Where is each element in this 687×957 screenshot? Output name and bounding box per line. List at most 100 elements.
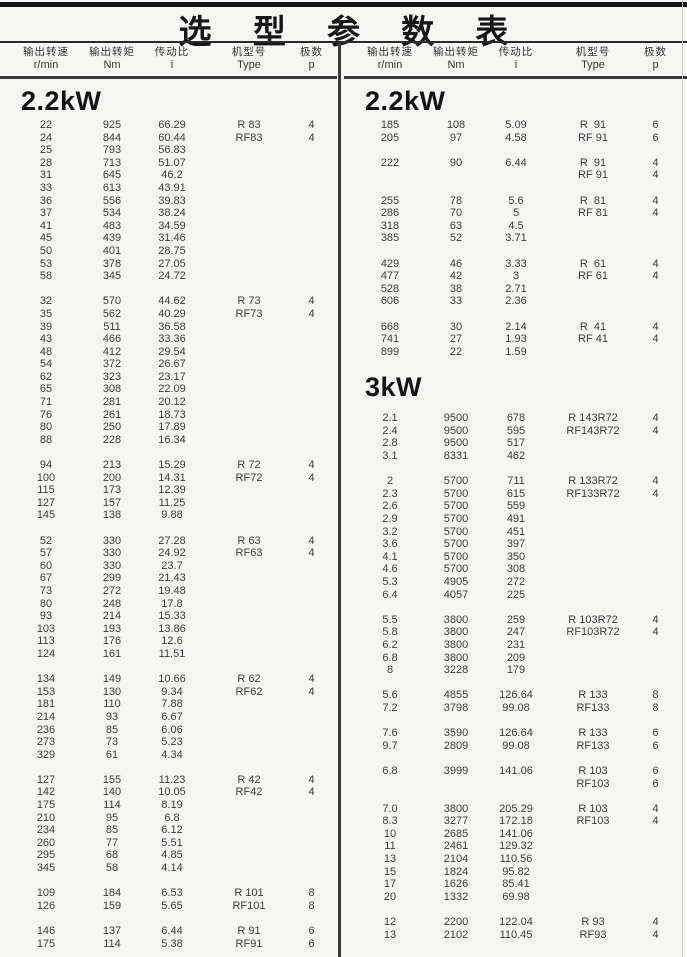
table-cell: 22.09 <box>158 383 186 396</box>
table-cell <box>556 576 630 589</box>
table-cell: 556 <box>102 194 122 207</box>
table-cell <box>556 652 630 665</box>
table-cell: 330 <box>102 559 122 572</box>
table-row: 48 412 29.54 <box>0 346 337 359</box>
table-cell: 6.8 <box>164 811 180 824</box>
table-cell <box>436 778 476 791</box>
table-cell <box>556 589 630 602</box>
table-cell: 53 <box>39 257 53 270</box>
table-cell: 645 <box>102 169 122 182</box>
table-cell <box>286 497 337 510</box>
table-cell: 234 <box>36 824 56 837</box>
table-cell: 9.88 <box>161 509 183 522</box>
table-cell <box>212 383 286 396</box>
table-cell: 80 <box>39 597 53 610</box>
header-label: 输出转矩 <box>89 46 135 58</box>
table-cell <box>286 812 337 825</box>
table-cell: 711 <box>507 475 525 488</box>
table-cell: 11 <box>384 840 396 853</box>
table-cell: 236 <box>36 723 56 736</box>
table-cell: 13.86 <box>158 622 186 635</box>
table-cell: 71 <box>39 396 53 409</box>
table-cell: 4 <box>652 475 659 488</box>
table-block: 429 46 3.33 R 61 4 477 42 3 RF 61 4 528 38 2.71 606 33… <box>344 258 687 308</box>
table-cell: 4 <box>308 786 315 799</box>
table-block: 2 5700 711 R 133R72 4 2.3 5700 615 RF133R72 4 2.6 5… <box>344 475 687 601</box>
table-cell: 15.29 <box>158 459 186 472</box>
table-cell <box>212 585 286 598</box>
table-cell: 129.32 <box>499 840 533 853</box>
table-cell <box>212 182 286 195</box>
table-cell: 17.8 <box>161 597 183 610</box>
table-block: 255 78 5.6 R 81 4 286 70 5 RF 81 4 318 63 4.5 385 52 3.… <box>344 195 687 245</box>
table-cell: 4 <box>308 773 315 786</box>
table-cell: 606 <box>380 295 400 308</box>
table-cell <box>212 396 286 409</box>
table-cell: R 143R72 <box>568 412 618 425</box>
table-cell: 42 <box>449 270 463 283</box>
table-cell: 6 <box>652 727 659 740</box>
table-cell: 330 <box>102 547 122 560</box>
table-cell <box>286 409 337 422</box>
table-cell <box>212 698 286 711</box>
section-heading: 3kW <box>365 372 423 403</box>
table-cell: 2.9 <box>382 513 398 526</box>
table-cell <box>556 878 630 891</box>
table-cell <box>286 371 337 384</box>
section-heading: 2.2kW <box>365 86 446 116</box>
table-cell: RF93 <box>579 928 607 941</box>
table-cell <box>286 270 337 283</box>
table-row: 5.6 4855 126.64 R 133 8 <box>344 689 687 702</box>
table-block: 5.5 3800 259 R 103R72 4 5.8 3800 247 RF103R72 4 6.… <box>344 614 687 677</box>
table-row: 234 85 6.12 <box>0 824 337 837</box>
table-cell <box>630 450 681 463</box>
table-cell: 4 <box>308 547 315 560</box>
table-cell: 44.62 <box>158 295 186 308</box>
table-cell: 17 <box>383 878 397 891</box>
table-cell: 73 <box>105 736 119 749</box>
table-cell: 85 <box>105 723 119 736</box>
table-cell: 43.91 <box>158 181 186 194</box>
table-cell: 2.14 <box>505 320 527 333</box>
table-cell: 378 <box>102 257 122 270</box>
table-cell: 76 <box>39 408 53 421</box>
table-cell: 1.59 <box>505 345 527 358</box>
table-row: 15 1824 95.82 <box>344 866 687 879</box>
table-row: 103 193 13.86 <box>0 623 337 636</box>
table-cell: 20.12 <box>158 396 186 409</box>
table-cell <box>212 270 286 283</box>
table-cell: 161 <box>102 647 122 660</box>
table-cell: R 81 <box>579 194 607 207</box>
table-cell: 11.23 <box>158 773 186 786</box>
table-cell: 281 <box>102 396 122 409</box>
table-cell: 99.08 <box>502 701 530 714</box>
table-cell <box>212 598 286 611</box>
table-cell: RF133R72 <box>566 487 620 500</box>
table-cell <box>286 144 337 157</box>
table-cell <box>556 450 630 463</box>
table-cell: 175 <box>36 937 56 950</box>
header-label: 传动比 <box>154 46 190 58</box>
table-cell: 451 <box>506 525 526 538</box>
table-row: 153 130 9.34 RF62 4 <box>0 686 337 699</box>
table-cell: 308 <box>506 563 526 576</box>
header-separator-rule <box>344 76 687 79</box>
table-cell <box>556 283 630 296</box>
table-row: 10 2685 141.06 <box>344 828 687 841</box>
table-cell <box>212 346 286 359</box>
table-cell: 205 <box>380 131 400 144</box>
table-cell: 3.1 <box>382 450 398 463</box>
table-cell <box>286 169 337 182</box>
table-row: 80 250 17.89 <box>0 421 337 434</box>
table-block: 12 2200 122.04 R 93 4 13 2102 110.45 RF93 4 <box>344 916 687 941</box>
table-left-column: 2.2kW 22 925 66.29 R 83 4 24 844 60.44 RF83 4 25 793… <box>0 79 337 950</box>
table-row: 8.3 3277 172.18 RF103 4 <box>344 815 687 828</box>
table-cell <box>212 849 286 862</box>
table-row: 7.0 3800 205.29 R 103 4 <box>344 803 687 816</box>
table-cell: 127 <box>36 773 56 786</box>
table-cell: 4 <box>308 119 315 131</box>
table-cell: 173 <box>102 484 122 497</box>
table-block: 52 330 27.28 R 63 4 57 330 24.92 RF63 4 60 330 23.7 6… <box>0 535 337 661</box>
table-cell: 99.08 <box>502 739 530 752</box>
table-header: 输出转速 r/min 输出转矩 Nm 传动比 i 机型号 Type 极数 p 输 <box>0 45 687 75</box>
